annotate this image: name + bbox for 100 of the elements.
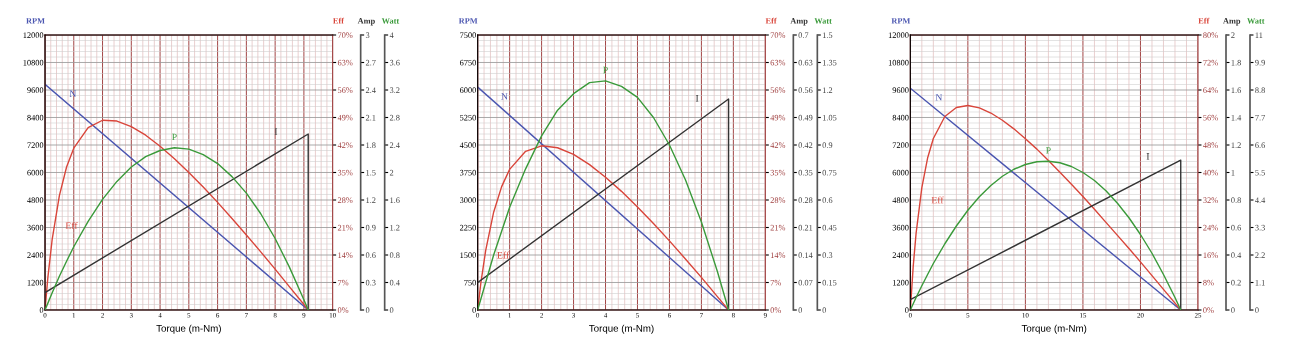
y2-tick-label: 42%: [770, 142, 786, 148]
y-tick-label: 8.8: [1255, 87, 1265, 94]
y2-tick-label: 0%: [1203, 307, 1214, 313]
series-label: I: [274, 128, 278, 135]
series-label: P: [603, 66, 608, 74]
y-tick-label: 3.3: [1255, 224, 1265, 231]
y-tick-label: 3.2: [389, 87, 400, 94]
y-tick-label: 12000: [888, 32, 909, 38]
y2-tick-label: 35%: [337, 169, 353, 176]
y3-tick-label: 0.21: [798, 224, 813, 231]
y-tick-label: 1.2: [390, 224, 400, 231]
y-tick-label: 6000: [892, 169, 909, 176]
y3-tick-label: 0.6: [365, 252, 376, 259]
y2-tick-label: 63%: [337, 59, 353, 66]
y3-tick-label: 0.6: [1231, 224, 1242, 231]
y3-tick-label: 2: [1231, 32, 1235, 38]
y3-tick-label: 3: [365, 32, 370, 38]
y2-tick-label: 48%: [1203, 142, 1218, 148]
y-tick-label: 9.9: [1255, 59, 1265, 66]
y-tick-label: 0.6: [822, 197, 833, 204]
y-tick-label: 9600: [27, 87, 44, 93]
y2-tick-label: 7%: [770, 279, 782, 286]
y3-tick-label: 0.3: [365, 279, 376, 286]
y3-tick-label: 1.8: [1231, 59, 1241, 66]
y-tick-label: 0: [822, 307, 827, 313]
y3-tick-label: 0.56: [798, 87, 813, 94]
y3-tick-label: 0: [1231, 307, 1235, 313]
y-tick-label: 0.4: [389, 279, 400, 286]
y-tick-label: 4: [389, 32, 394, 38]
y3-axis-title: Amp: [357, 18, 375, 26]
y-tick-label: 0: [389, 307, 394, 313]
y2-tick-label: 35%: [770, 169, 786, 176]
y-tick-label: 4800: [892, 197, 909, 203]
y-tick-label: 5.5: [1255, 169, 1265, 176]
y2-tick-label: 49%: [337, 114, 353, 121]
series-label: N: [501, 93, 508, 100]
y2-tick-label: 16%: [1203, 252, 1218, 258]
y2-tick-label: 0%: [770, 307, 782, 313]
y2-tick-label: 7%: [338, 279, 349, 286]
y-tick-label: 0: [905, 307, 909, 313]
y2-tick-label: 24%: [1203, 224, 1218, 231]
y-tick-label: 1.5: [822, 32, 833, 39]
y2-tick-label: 63%: [770, 59, 786, 66]
y3-tick-label: 0.63: [798, 59, 813, 66]
y-tick-label: 0.45: [822, 224, 837, 231]
line-series: [477, 145, 730, 310]
y3-tick-label: 0.07: [798, 279, 813, 286]
y3-tick-label: 1.8: [366, 142, 376, 149]
y3-tick-label: 2.4: [365, 87, 376, 94]
series-label: Eff: [65, 221, 78, 229]
x-axis-title: Torque (m-Nm): [156, 324, 221, 334]
y3-tick-label: 1.5: [366, 169, 376, 176]
y-tick-label: 1200: [27, 279, 44, 286]
y-tick-label: 4500: [459, 142, 476, 148]
y3-tick-label: 0.28: [798, 197, 813, 204]
y-tick-label: 0: [472, 307, 476, 313]
y-tick-label: 1200: [893, 279, 909, 286]
y-tick-label: 3.6: [389, 59, 400, 66]
y2-tick-label: 49%: [770, 114, 786, 121]
y-axis-title: RPM: [26, 18, 45, 24]
y-tick-label: 0: [39, 307, 44, 313]
series-label: I: [695, 95, 699, 102]
y-tick-label: 3000: [460, 197, 476, 203]
y-axis-title: Watt: [381, 18, 400, 24]
y3-tick-label: 1.2: [1231, 142, 1241, 149]
y2-tick-label: 80%: [1203, 32, 1218, 38]
series-label: P: [172, 133, 177, 141]
y-tick-label: 750: [464, 279, 476, 286]
y3-tick-label: 2.7: [365, 59, 376, 66]
y3-tick-label: 0.7: [798, 32, 809, 39]
y3-tick-label: 0.8: [1231, 197, 1241, 204]
y3-tick-label: 0: [798, 307, 803, 313]
series-label: N: [69, 90, 77, 97]
y-tick-label: 0: [1255, 307, 1259, 313]
y2-tick-label: 8%: [1203, 279, 1214, 286]
y3-tick-label: 0.14: [798, 252, 813, 259]
y2-tick-label: 28%: [337, 197, 353, 203]
y-tick-label: 11: [1255, 32, 1263, 38]
y-tick-label: 6000: [27, 169, 44, 176]
y2-tick-label: 42%: [337, 142, 353, 148]
y2-tick-label: 70%: [770, 32, 786, 38]
y-tick-label: 3750: [460, 169, 476, 176]
y2-tick-label: 64%: [1203, 87, 1218, 93]
y2-tick-label: 40%: [1203, 169, 1218, 176]
y-tick-label: 2.2: [1255, 252, 1265, 259]
y3-tick-label: 0.4: [1231, 252, 1242, 259]
y-tick-label: 0.75: [822, 169, 837, 176]
y-tick-label: 0.15: [822, 279, 837, 286]
y-tick-label: 10800: [888, 59, 909, 66]
y2-axis-title: Eff: [765, 17, 777, 24]
y-tick-label: 6750: [459, 59, 476, 66]
y-tick-label: 1.6: [390, 197, 400, 204]
y2-tick-label: 56%: [770, 87, 786, 93]
y3-tick-label: 0.2: [1231, 279, 1241, 286]
y3-axis-title: Amp: [1223, 18, 1241, 26]
y-tick-label: 4.4: [1255, 197, 1266, 204]
series-label: Eff: [497, 251, 510, 259]
y-tick-label: 0.3: [822, 252, 833, 259]
y2-tick-label: 70%: [338, 32, 353, 38]
y-tick-label: 6.6: [1255, 142, 1266, 149]
